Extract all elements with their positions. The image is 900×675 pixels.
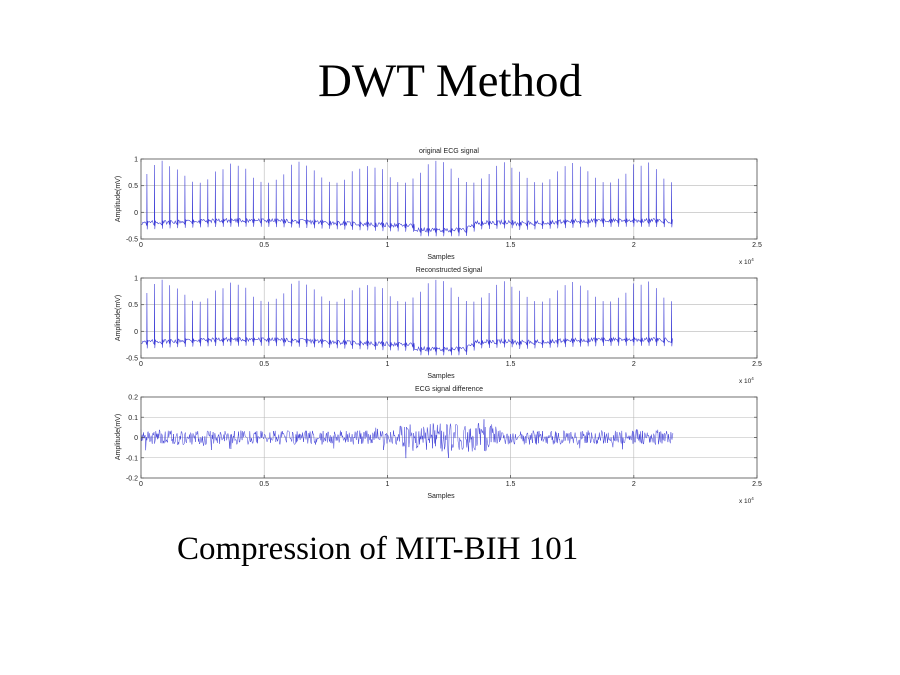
y-tick-label: 1 <box>134 157 138 164</box>
ecg-difference-trace <box>140 419 674 459</box>
slide-caption: Compression of MIT-BIH 101 <box>177 531 579 567</box>
x-tick-label: 0.5 <box>259 361 269 368</box>
x-tick-label: 1.5 <box>506 481 516 488</box>
x-tick-label: 2.5 <box>752 481 762 488</box>
y-tick-label: -0.5 <box>126 356 138 363</box>
x-tick-label: 0.5 <box>259 481 269 488</box>
x-tick-label: 2.5 <box>752 242 762 249</box>
slide-title: DWT Method <box>317 55 583 107</box>
y-tick-label: -0.2 <box>126 476 138 483</box>
x-tick-label: 1 <box>385 242 389 249</box>
x-tick-label: 1.5 <box>506 361 516 368</box>
axes-box <box>140 158 758 240</box>
x-exponent-label: x 104 <box>739 257 754 266</box>
x-tick-label: 1 <box>385 481 389 488</box>
y-tick-label: 0.5 <box>128 302 138 309</box>
x-tick-label: 1 <box>385 361 389 368</box>
grid <box>140 158 758 240</box>
x-tick-label: 1.5 <box>506 242 516 249</box>
ticks: 0 0.5 1 1.5 2 2.5-0.500.51 <box>126 157 762 250</box>
subplot-difference: ECG signal difference 0 0.5 1 1.5 2 2.5 -0.2 -0… <box>115 386 762 505</box>
ecg-original-trace <box>140 160 673 237</box>
axes-box <box>140 277 758 359</box>
subplot-original: original ECG signal 0 0.5 1 1.5 2 2.5-0.500.5… <box>115 148 762 266</box>
ticks: 0 0.5 1 1.5 2 2.5 -0.2 -0.1 0 0.1 0.2 <box>126 395 762 489</box>
x-exponent-label: x 104 <box>739 496 754 505</box>
y-tick-label: -0.5 <box>126 237 138 244</box>
subplot-title: Reconstructed Signal <box>416 267 483 274</box>
y-tick-label: 0 <box>134 210 138 217</box>
subplot-reconstructed: Reconstructed Signal 0 0.5 1 1.5 2 2.5-0.500.… <box>115 267 762 385</box>
x-axis-label: Samples <box>427 493 455 500</box>
x-tick-label: 2 <box>632 481 636 488</box>
ticks: 0 0.5 1 1.5 2 2.5-0.500.51 <box>126 276 762 369</box>
x-tick-label: 2 <box>632 242 636 249</box>
y-axis-label: Amplitude(mV) <box>115 176 122 222</box>
y-tick-label: 0 <box>134 435 138 442</box>
subplot-title: ECG signal difference <box>415 386 483 393</box>
x-tick-label: 2.5 <box>752 361 762 368</box>
y-tick-label: 0.5 <box>128 183 138 190</box>
x-tick-label: 2 <box>632 361 636 368</box>
x-tick-label: 0 <box>139 481 143 488</box>
subplot-title: original ECG signal <box>419 148 479 155</box>
y-tick-label: 0.2 <box>128 395 138 402</box>
y-tick-label: -0.1 <box>126 455 138 462</box>
x-axis-label: Samples <box>427 373 455 380</box>
x-exponent-label: x 104 <box>739 376 754 385</box>
y-axis-label: Amplitude(mV) <box>115 414 122 460</box>
y-tick-label: 0 <box>134 329 138 336</box>
grid <box>140 277 758 359</box>
y-tick-label: 0.1 <box>128 415 138 422</box>
y-axis-label: Amplitude(mV) <box>115 295 122 341</box>
x-tick-label: 0 <box>139 361 143 368</box>
y-tick-label: 1 <box>134 276 138 283</box>
x-tick-label: 0 <box>139 242 143 249</box>
x-tick-label: 0.5 <box>259 242 269 249</box>
x-axis-label: Samples <box>427 254 455 261</box>
ecg-reconstructed-trace <box>140 279 673 356</box>
